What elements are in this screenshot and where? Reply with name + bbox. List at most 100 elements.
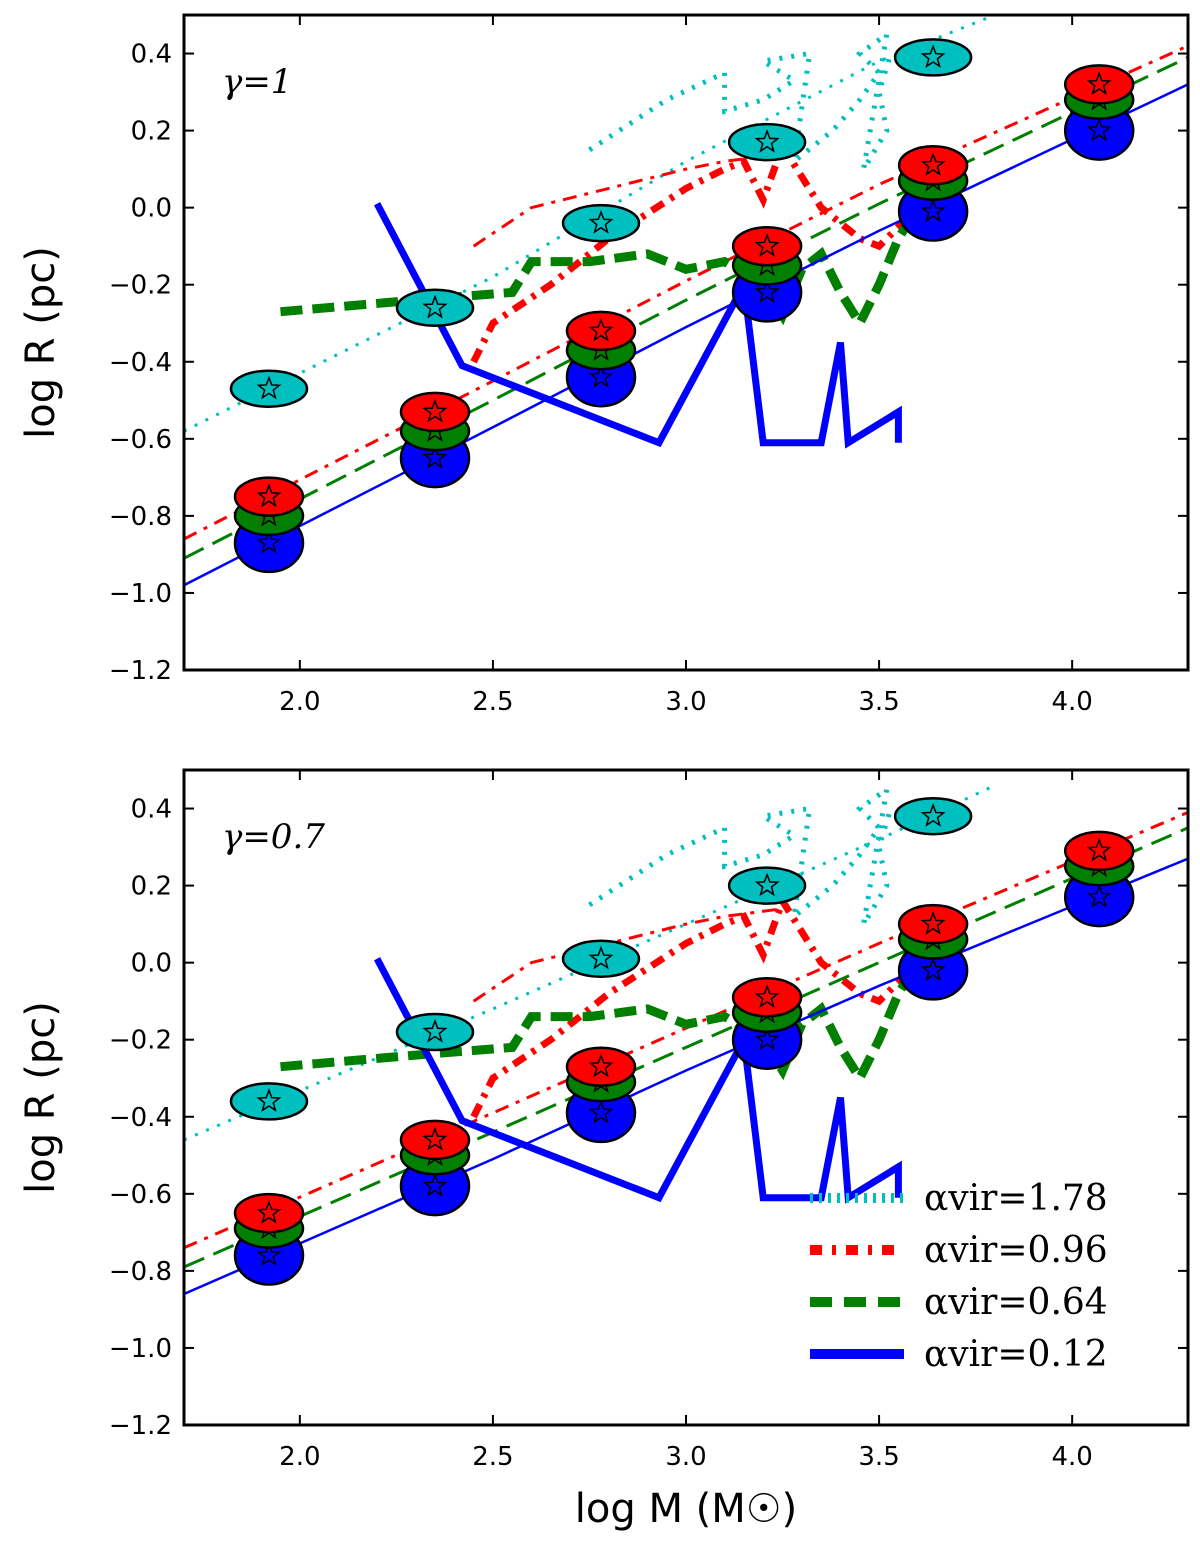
chart-panel-top: 2.0 2.5 3.0 3.5 4.0 0.4 0.2 0.0 −0.2 −0.4 −0.6 −0.8… — [18, 13, 1190, 717]
legend-label-3: αvir=0.12 — [924, 1334, 1108, 1375]
marker-star-3-4 — [920, 198, 946, 223]
marker-star-1-5 — [1086, 837, 1112, 862]
x-tick-label: 3.0 — [665, 1442, 706, 1472]
marker-star-0-3 — [754, 128, 780, 153]
marker-0-4 — [893, 796, 973, 836]
x-tick-label: 3.0 — [665, 687, 706, 717]
chart-panel-bottom: 2.0 2.5 3.0 3.5 4.0 0.4 0.2 0.0 −0.2 −0.4 −0.6 −0.8… — [18, 768, 1190, 1472]
evolution-track-0 — [588, 783, 894, 926]
marker-0-0 — [229, 369, 309, 408]
marker-star-3-1 — [422, 1172, 448, 1197]
marker-star-1-0 — [256, 483, 282, 508]
marker-star-1-3 — [754, 233, 780, 257]
y-tick-label: 0.2 — [131, 117, 172, 147]
marker-0-0 — [229, 1082, 309, 1121]
marker-star-0-4 — [920, 44, 946, 69]
marker-1-5 — [1063, 830, 1135, 872]
x-tick-label: 2.0 — [279, 687, 320, 717]
evolution-track-secondary-1 — [472, 152, 783, 248]
marker-star-3-2 — [588, 1099, 614, 1124]
marker-1-4 — [897, 145, 969, 186]
y-tick-label: −0.4 — [109, 348, 172, 378]
legend-label-2: αvir=0.64 — [924, 1282, 1108, 1323]
marker-0-4 — [893, 38, 973, 77]
y-tick-label: 0.4 — [131, 795, 172, 825]
plot-area — [184, 15, 1188, 587]
fit-line-3 — [184, 83, 1188, 587]
y-tick-label: −0.8 — [109, 1257, 172, 1287]
marker-1-3 — [731, 977, 803, 1018]
legend: αvir=1.78 αvir=0.96 αvir=0.64 αvir=0.12 — [810, 1178, 1108, 1375]
evolution-track-2 — [280, 205, 922, 333]
marker-star-0-0 — [256, 1088, 282, 1113]
y-tick-label: −0.6 — [109, 425, 172, 455]
x-tick-label: 2.0 — [279, 1442, 320, 1472]
marker-star-1-4 — [920, 152, 946, 176]
y-tick-label: −1.0 — [109, 1334, 172, 1364]
marker-star-0-1 — [422, 1018, 448, 1043]
x-tick-label: 3.5 — [858, 1442, 899, 1472]
marker-star-1-0 — [256, 1199, 282, 1224]
marker-star-1-2 — [588, 317, 614, 342]
x-tick-label: 2.5 — [472, 687, 513, 717]
x-tick-label: 4.0 — [1051, 687, 1092, 717]
marker-star-0-3 — [754, 872, 780, 897]
y-tick-label: 0.0 — [131, 949, 172, 979]
marker-star-0-1 — [422, 294, 448, 319]
marker-star-3-2 — [588, 364, 614, 388]
y-axis-title: log R (pc) — [18, 1001, 64, 1194]
marker-star-1-3 — [754, 984, 780, 1008]
x-tick-label: 3.5 — [858, 687, 899, 717]
legend-label-0: αvir=1.78 — [924, 1178, 1108, 1219]
marker-1-5 — [1063, 64, 1135, 105]
marker-star-3-0 — [256, 1242, 282, 1267]
evolution-track-secondary-1 — [472, 907, 783, 1003]
marker-star-3-3 — [754, 279, 780, 304]
y-tick-label: −0.2 — [109, 1026, 172, 1056]
marker-star-3-0 — [256, 529, 282, 554]
fit-line-2 — [184, 56, 1188, 560]
fit-line-2 — [184, 826, 1188, 1269]
gamma-annotation: γ=1 — [222, 62, 292, 102]
marker-0-3 — [727, 866, 807, 905]
evolution-track-1 — [470, 893, 921, 1119]
marker-star-0-2 — [588, 945, 614, 970]
marker-1-4 — [897, 903, 969, 945]
evolution-track-2 — [280, 960, 922, 1088]
fit-line-1 — [184, 44, 1188, 541]
evolution-track-1 — [470, 138, 921, 364]
y-tick-label: −0.6 — [109, 1180, 172, 1210]
evolution-track-thin-3 — [375, 203, 746, 445]
marker-0-2 — [561, 939, 641, 979]
y-tick-label: 0.2 — [131, 872, 172, 902]
x-tick-label: 2.5 — [472, 1442, 513, 1472]
marker-star-0-2 — [588, 209, 614, 234]
marker-star-3-3 — [754, 1026, 780, 1051]
marker-star-3-1 — [422, 444, 448, 469]
x-tick-label: 4.0 — [1051, 1442, 1092, 1472]
marker-1-3 — [731, 225, 803, 267]
marker-star-0-0 — [256, 375, 282, 400]
marker-star-1-1 — [422, 1126, 448, 1151]
marker-1-0 — [233, 1192, 305, 1234]
y-tick-label: −1.2 — [109, 656, 172, 686]
marker-star-3-5 — [1086, 117, 1112, 142]
x-axis-title: log M (M☉) — [575, 1486, 798, 1532]
marker-0-1 — [395, 1012, 475, 1052]
y-tick-label: −0.4 — [109, 1103, 172, 1133]
marker-star-0-4 — [920, 803, 946, 827]
marker-1-2 — [565, 1046, 637, 1087]
marker-0-1 — [395, 288, 475, 328]
y-tick-label: −0.8 — [109, 502, 172, 532]
y-tick-label: −1.0 — [109, 579, 172, 609]
legend-label-1: αvir=0.96 — [924, 1230, 1108, 1271]
marker-1-2 — [565, 310, 637, 352]
y-tick-label: −0.2 — [109, 271, 172, 301]
marker-1-0 — [233, 476, 305, 517]
marker-star-1-5 — [1086, 71, 1112, 96]
marker-star-3-5 — [1086, 883, 1112, 908]
gamma-annotation: γ=0.7 — [222, 817, 325, 857]
marker-star-1-2 — [588, 1053, 614, 1078]
y-axis-title: log R (pc) — [18, 246, 64, 439]
